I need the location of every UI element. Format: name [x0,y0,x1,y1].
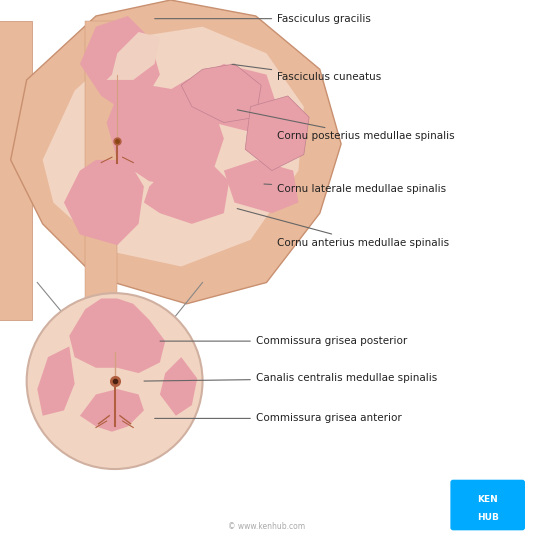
Polygon shape [245,96,309,171]
Polygon shape [0,21,32,320]
Polygon shape [181,64,261,123]
Polygon shape [37,346,75,416]
Polygon shape [144,160,229,224]
Text: Fasciculus gracilis: Fasciculus gracilis [155,14,371,23]
Text: Cornu posterius medullae spinalis: Cornu posterius medullae spinalis [237,110,455,141]
Text: KEN: KEN [478,496,498,504]
Circle shape [27,293,203,469]
Polygon shape [64,160,144,245]
Polygon shape [85,21,117,320]
Polygon shape [160,357,197,416]
Text: Cornu anterius medullae spinalis: Cornu anterius medullae spinalis [237,208,449,247]
Polygon shape [224,160,298,213]
Text: Fasciculus cuneatus: Fasciculus cuneatus [232,64,382,82]
FancyBboxPatch shape [450,480,525,530]
Polygon shape [80,16,160,107]
Text: Cornu laterale medullae spinalis: Cornu laterale medullae spinalis [264,184,446,194]
Polygon shape [107,85,224,187]
Text: © www.kenhub.com: © www.kenhub.com [228,522,305,530]
Text: HUB: HUB [477,513,499,521]
Polygon shape [80,389,144,432]
Polygon shape [160,64,277,133]
Text: Commissura grisea anterior: Commissura grisea anterior [155,414,401,423]
Text: Commissura grisea posterior: Commissura grisea posterior [160,336,407,346]
Polygon shape [69,298,165,373]
Polygon shape [43,27,304,266]
Polygon shape [107,32,160,80]
Text: Canalis centralis medullae spinalis: Canalis centralis medullae spinalis [144,374,437,383]
Polygon shape [11,0,341,304]
